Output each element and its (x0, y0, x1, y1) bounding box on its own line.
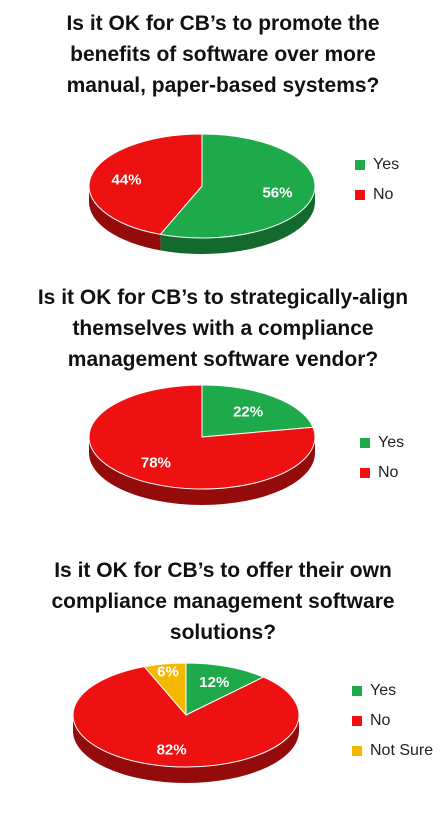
chart-3-title-line-3: solutions? (169, 621, 277, 644)
chart-2-panel: Is it OK for CB’s to strategically-align… (0, 270, 446, 545)
legend-swatch-not-sure (352, 746, 362, 756)
pie-slice-not-sure (143, 662, 187, 717)
pie-slice-yes (159, 133, 316, 239)
pie-side-walls (73, 715, 299, 783)
chart-2-legend: Yes No (360, 428, 404, 488)
chart-1-pie: 56% 44% (88, 133, 316, 254)
data-label-yes: 56% (262, 185, 292, 202)
chart-3-title: Is it OK for CB’s to offer their own com… (0, 555, 446, 648)
legend-item-no: No (352, 706, 433, 736)
data-label-yes: 12% (199, 674, 229, 691)
legend-swatch-yes (360, 438, 370, 448)
chart-1-title-line-2: benefits of software over more (70, 43, 376, 66)
chart-3-panel: Is it OK for CB’s to offer their own com… (0, 545, 446, 815)
legend-item-not-sure: Not Sure (352, 736, 433, 766)
pie-side-no (89, 186, 161, 251)
data-label-not-sure: 6% (157, 664, 179, 681)
pie-side-walls (89, 437, 315, 505)
legend-item-yes: Yes (355, 150, 399, 180)
legend-item-yes: Yes (360, 428, 404, 458)
legend-label-yes: Yes (373, 156, 400, 173)
chart-2-pie: 22% 78% (88, 384, 316, 505)
chart-2-title-line-3: management software vendor? (67, 348, 379, 371)
pie-slice-yes (201, 384, 314, 438)
pie-slice-no (88, 133, 203, 235)
legend-item-no: No (360, 458, 404, 488)
data-label-no: 82% (157, 742, 187, 759)
chart-2-title-line-2: themselves with a compliance (72, 317, 374, 340)
legend-swatch-yes (355, 160, 365, 170)
legend-item-no: No (355, 180, 399, 210)
data-label-yes: 22% (233, 403, 263, 420)
chart-3-legend: Yes No Not Sure (352, 676, 433, 766)
pie-side-no (73, 715, 299, 783)
chart-1-title: Is it OK for CB’s to promote the benefit… (0, 8, 446, 101)
pie-slice-no (88, 384, 316, 490)
legend-swatch-no (355, 190, 365, 200)
chart-1-title-line-3: manual, paper-based systems? (66, 74, 380, 97)
chart-3-title-line-2: compliance management software (51, 590, 395, 613)
legend-label-no: No (370, 712, 391, 729)
legend-swatch-yes (352, 686, 362, 696)
pie-slice-no (72, 666, 300, 768)
pie-side-yes (160, 186, 315, 254)
chart-2-title: Is it OK for CB’s to strategically-align… (0, 282, 446, 375)
chart-3-title-line-1: Is it OK for CB’s to offer their own (54, 559, 392, 582)
chart-1-legend: Yes No (355, 150, 399, 210)
chart-2-title-line-1: Is it OK for CB’s to strategically-align (37, 286, 409, 309)
pie-side-no (89, 437, 315, 505)
pie-side-walls (89, 186, 315, 254)
legend-label-no: No (373, 186, 394, 203)
legend-label-not-sure: Not Sure (370, 742, 434, 759)
chart-3-pie: 12% 82% 6% (72, 662, 300, 783)
legend-item-yes: Yes (352, 676, 433, 706)
chart-1-panel: Is it OK for CB’s to promote the benefit… (0, 0, 446, 270)
legend-label-yes: Yes (378, 434, 405, 451)
data-label-no: 44% (112, 171, 142, 188)
legend-swatch-no (360, 468, 370, 478)
legend-label-yes: Yes (370, 682, 397, 699)
legend-label-no: No (378, 464, 399, 481)
chart-1-title-line-1: Is it OK for CB’s to promote the (66, 12, 380, 35)
legend-swatch-no (352, 716, 362, 726)
pie-slice-yes (185, 662, 265, 716)
data-label-no: 78% (141, 455, 171, 472)
